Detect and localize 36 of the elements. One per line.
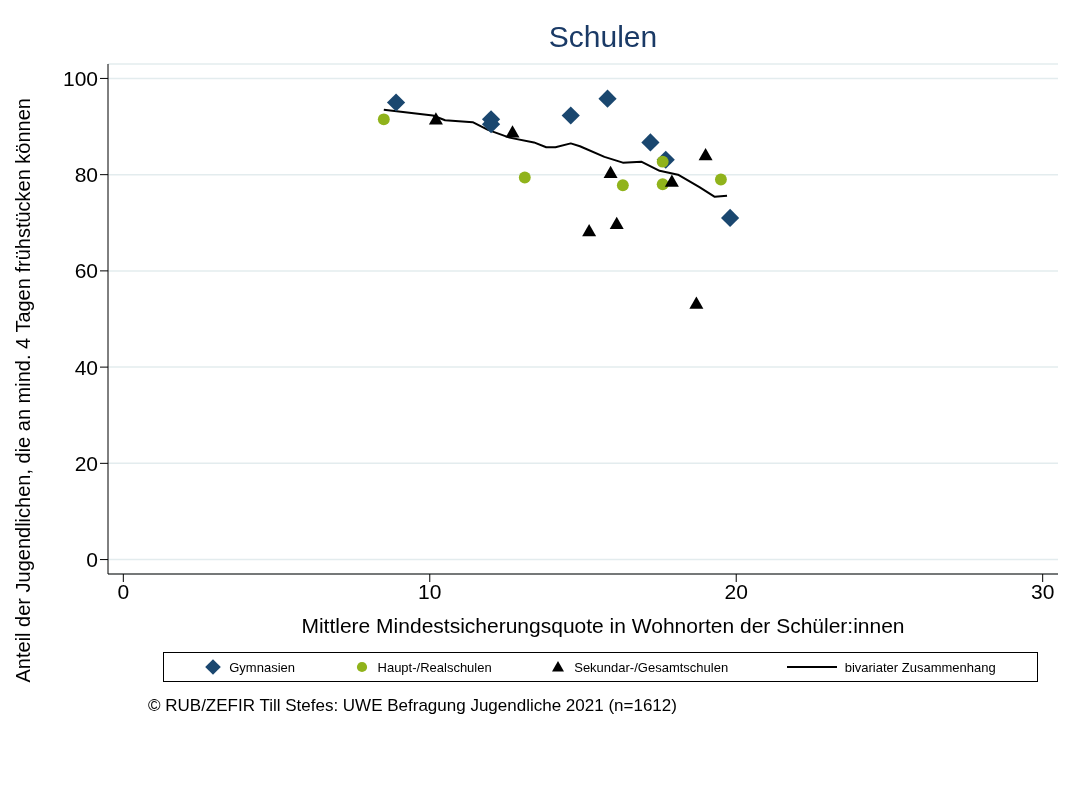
point [689, 296, 704, 309]
x-tick-label: 10 [418, 579, 442, 603]
point [598, 89, 617, 108]
point [518, 171, 531, 184]
x-tick-label: 30 [1031, 579, 1055, 603]
y-tick-label: 100 [62, 66, 98, 90]
chart-title: Schulen [547, 20, 659, 54]
x-tick-label: 0 [117, 579, 130, 603]
point [616, 179, 629, 192]
x-tick-label: 20 [724, 579, 748, 603]
legend-label: Haupt-/Realschulen [377, 659, 492, 675]
point [603, 165, 618, 178]
point [714, 173, 727, 186]
point [721, 208, 740, 228]
y-tick-label: 60 [74, 259, 98, 283]
y-tick-label: 80 [74, 163, 98, 187]
point [505, 125, 520, 138]
point [561, 106, 580, 125]
point [698, 147, 713, 161]
x-axis-title: Mittlere Mindestsicherungsquote in Wohnorten der Schüler:innen [301, 614, 905, 637]
legend-label: Gymnasien [229, 659, 295, 675]
y-tick-label: 0 [86, 548, 98, 572]
y-tick-label: 20 [74, 451, 98, 475]
legend-label: Sekundar-/Gesamtschulen [574, 659, 729, 675]
point [377, 113, 390, 126]
point [386, 93, 406, 112]
y-axis-title: Anteil der Jugendlichen, die an mind. 4 Tagen frühstücken können [11, 97, 35, 683]
point [664, 174, 679, 187]
legend-label: bivariater Zusammenhang [844, 659, 996, 675]
point [428, 112, 443, 125]
point [609, 216, 624, 229]
point [582, 223, 597, 237]
text: © RUB/ZEFIR Till Stefes: UWE Befragung Jugendliche 2021 (n=1612) [148, 696, 678, 716]
line-series [382, 108, 729, 198]
point [641, 133, 660, 152]
y-tick-label: 40 [74, 355, 98, 379]
